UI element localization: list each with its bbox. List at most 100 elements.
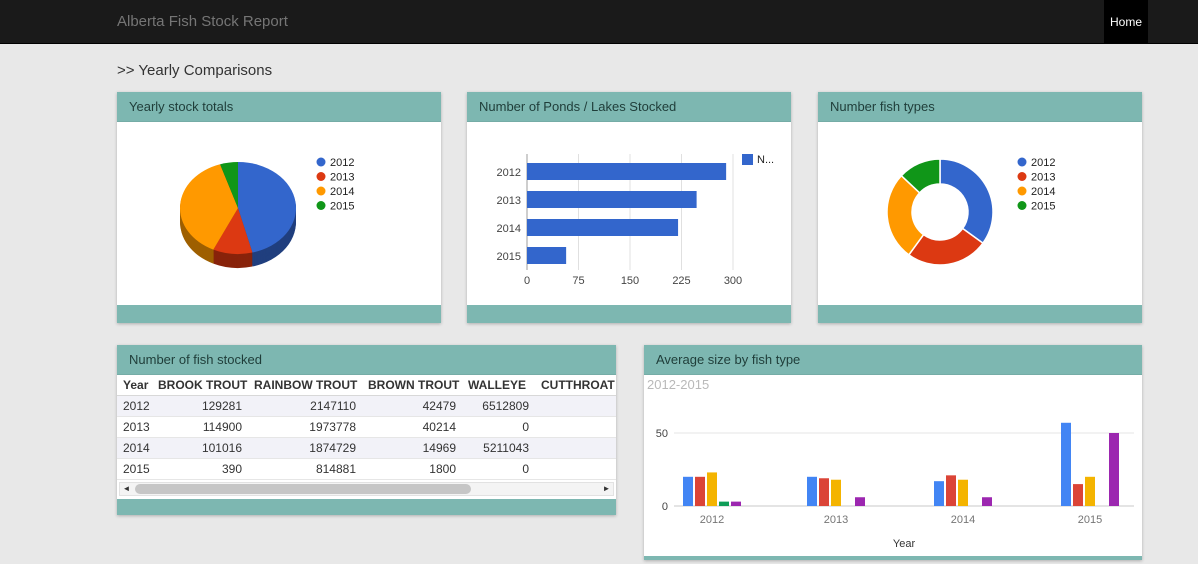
svg-text:2012: 2012 <box>497 167 521 179</box>
svg-text:2015: 2015 <box>1031 201 1055 213</box>
pie-chart-area: 2012 2013 2014 2015 <box>117 122 441 305</box>
bar-2014-series-blue <box>934 481 944 506</box>
svg-text:75: 75 <box>572 275 584 287</box>
bar-2014 <box>527 219 679 236</box>
svg-text:N...: N... <box>757 154 774 166</box>
legend-swatch <box>316 157 326 167</box>
page-heading: >> Yearly Comparisons <box>117 62 273 79</box>
svg-text:2013: 2013 <box>1031 172 1055 184</box>
column-header: WALLEYE <box>462 375 535 396</box>
yearly-stock-totals-pie-chart[interactable]: 2012 2013 2014 2015 <box>117 122 441 305</box>
bar-2015-series-red <box>1073 484 1083 506</box>
value-cell: 1973778 <box>248 416 362 438</box>
svg-text:2015: 2015 <box>330 201 354 213</box>
legend-swatch <box>316 186 326 196</box>
svg-text:2012-2015: 2012-2015 <box>647 377 709 392</box>
svg-text:150: 150 <box>621 275 639 287</box>
panel-ponds-lakes-stocked: Number of Ponds / Lakes Stocked 0 75 150 22… <box>467 92 791 323</box>
svg-text:2015: 2015 <box>497 251 521 263</box>
bar-2015 <box>527 247 567 264</box>
value-cell: 5211043 <box>462 437 535 459</box>
column-header: CUTTHROAT <box>535 375 616 396</box>
value-cell: 0 <box>462 416 535 438</box>
panel-title: Yearly stock totals <box>117 92 441 122</box>
bar-2015-series-orange <box>1085 476 1095 506</box>
average-size-grouped-bar-chart[interactable]: 2012-2015 0 50 2012 2013 2014 2015 Year <box>644 375 1142 556</box>
table-header-row: Year BROOK TROUT RAINBOW TROUT BROWN TROUT W… <box>117 375 616 396</box>
panel-yearly-stock-totals: Yearly stock totals 2012 2013 2014 2015 <box>117 92 441 323</box>
value-cell: 114900 <box>152 416 248 438</box>
scrollbar-track[interactable] <box>133 483 600 495</box>
bar-2015-series-purple <box>1109 433 1119 506</box>
svg-text:2012: 2012 <box>700 514 724 526</box>
bar-2015-series-blue <box>1061 422 1071 506</box>
scrollbar-thumb[interactable] <box>135 484 472 494</box>
horizontal-scrollbar[interactable]: ◄ ► <box>119 482 614 496</box>
svg-text:2014: 2014 <box>497 223 521 235</box>
value-cell <box>535 458 616 480</box>
value-cell: 14969 <box>362 437 462 459</box>
legend-swatch <box>1017 201 1027 210</box>
value-cell: 40214 <box>362 416 462 438</box>
bar-2012-series-red <box>695 476 705 506</box>
panel-title: Number of fish stocked <box>117 345 616 375</box>
hbar-chart-area: 0 75 150 225 300 2012 2013 2014 2015 N... <box>467 122 791 305</box>
fish-types-donut-chart[interactable]: 2012 2013 2014 2015 <box>818 122 1142 305</box>
panel-number-fish-stocked: Number of fish stocked Year BROOK TROUT RA… <box>117 345 616 515</box>
svg-text:2014: 2014 <box>330 186 354 198</box>
column-header: Year <box>117 375 152 396</box>
column-header: BROWN TROUT <box>362 375 462 396</box>
value-cell: 129281 <box>152 395 248 417</box>
year-cell: 2013 <box>117 416 152 438</box>
scroll-left-arrow[interactable]: ◄ <box>122 484 131 493</box>
bar-2013-series-orange <box>831 479 841 506</box>
navbar: Alberta Fish Stock Report Home <box>0 0 1198 44</box>
grouped-chart-area: 2012-2015 0 50 2012 2013 2014 2015 Year <box>644 375 1142 556</box>
bar-2012-series-blue <box>683 476 693 506</box>
svg-text:2015: 2015 <box>1078 514 1102 526</box>
value-cell: 1800 <box>362 458 462 480</box>
bar-2014-series-orange <box>958 479 968 506</box>
svg-text:2013: 2013 <box>330 172 354 184</box>
bar-2012-series-purple <box>731 501 741 506</box>
svg-text:0: 0 <box>524 275 530 287</box>
panel-average-size-by-fish-type: Average size by fish type 2012-2015 0 50 20… <box>644 345 1142 560</box>
value-cell: 1874729 <box>248 437 362 459</box>
bar-2013-series-purple <box>855 497 865 506</box>
scroll-right-arrow[interactable]: ► <box>602 484 611 493</box>
table-row: 2014 101016 1874729 14969 5211043 <box>117 437 616 459</box>
legend-swatch <box>742 154 753 165</box>
column-header: BROOK TROUT <box>152 375 248 396</box>
svg-text:2014: 2014 <box>951 514 975 526</box>
svg-text:2014: 2014 <box>1031 186 1055 198</box>
value-cell: 390 <box>152 458 248 480</box>
column-header: RAINBOW TROUT <box>248 375 362 396</box>
svg-text:2012: 2012 <box>1031 157 1055 169</box>
bar-2014-series-red <box>946 475 956 506</box>
table-row: 2013 114900 1973778 40214 0 <box>117 416 616 438</box>
svg-text:50: 50 <box>656 428 668 440</box>
app-title: Alberta Fish Stock Report <box>117 13 288 30</box>
legend-swatch <box>316 201 326 210</box>
panel-title: Number fish types <box>818 92 1142 122</box>
bar-2012-series-orange <box>707 472 717 506</box>
value-cell: 2147110 <box>248 395 362 417</box>
value-cell: 101016 <box>152 437 248 459</box>
year-cell: 2014 <box>117 437 152 459</box>
legend-swatch <box>1017 186 1027 196</box>
panel-title: Average size by fish type <box>644 345 1142 375</box>
svg-text:225: 225 <box>672 275 690 287</box>
ponds-lakes-bar-chart[interactable]: 0 75 150 225 300 2012 2013 2014 2015 N... <box>467 122 791 305</box>
bar-2013-series-blue <box>807 476 817 506</box>
table-row: 2012 129281 2147110 42479 6512809 <box>117 395 616 417</box>
home-button[interactable]: Home <box>1104 0 1148 44</box>
bar-2012 <box>527 163 727 180</box>
value-cell: 0 <box>462 458 535 480</box>
panel-title: Number of Ponds / Lakes Stocked <box>467 92 791 122</box>
value-cell: 6512809 <box>462 395 535 417</box>
fish-stocked-table: Year BROOK TROUT RAINBOW TROUT BROWN TROUT W… <box>117 375 616 480</box>
table-row: 2015 390 814881 1800 0 <box>117 458 616 480</box>
panel-number-fish-types: Number fish types 2012 2013 2014 2015 <box>818 92 1142 323</box>
value-cell: 42479 <box>362 395 462 417</box>
value-cell <box>535 416 616 438</box>
